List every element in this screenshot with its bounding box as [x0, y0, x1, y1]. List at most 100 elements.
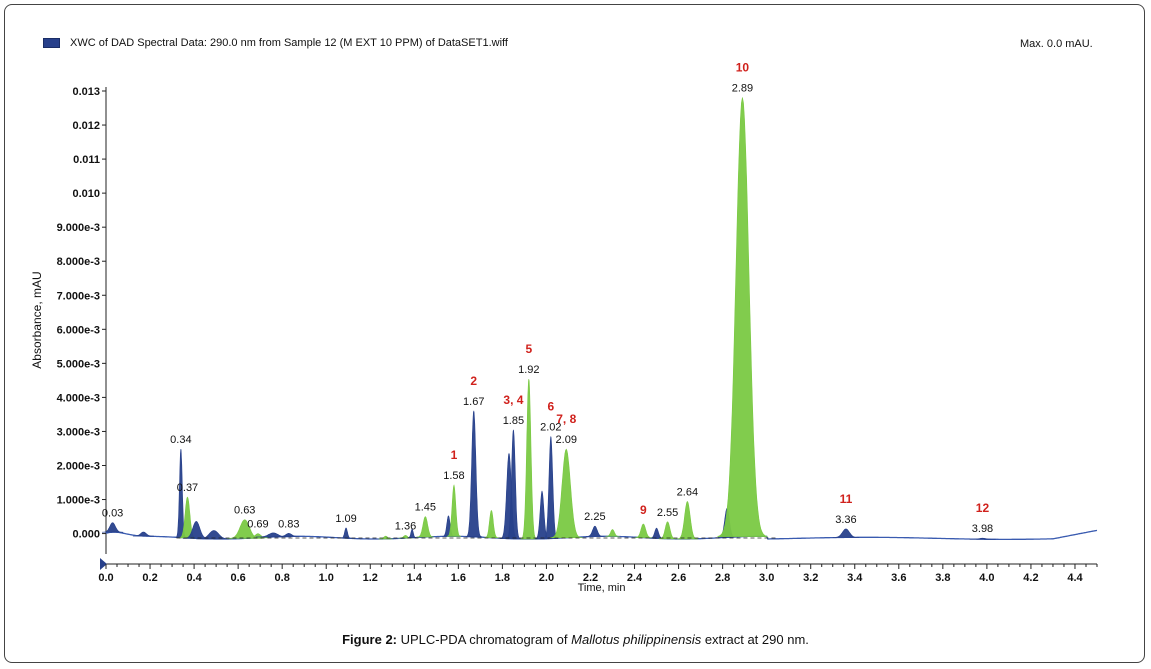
chromatogram-peak [196, 530, 232, 540]
chromatogram-peak [340, 527, 352, 539]
x-tick-label: 0.8 [275, 572, 290, 584]
peak-number-label: 2 [470, 374, 477, 388]
chromatogram-peak [465, 410, 482, 538]
chromatogram-peak [407, 528, 417, 538]
y-tick-label: 5.000e-3 [57, 358, 100, 370]
peak-number-label: 11 [840, 492, 853, 506]
x-tick-label: 4.2 [1023, 572, 1038, 584]
y-tick-label: 2.000e-3 [57, 460, 100, 472]
peak-retention-label: 0.69 [247, 519, 268, 531]
figure-frame [4, 4, 1145, 663]
y-tick-label: 0.000 [72, 529, 100, 541]
x-tick-label: 2.6 [671, 572, 686, 584]
caption-text-after: extract at 290 nm. [701, 632, 809, 647]
peak-number-label: 9 [640, 503, 647, 517]
chromatogram-peak [586, 525, 604, 537]
peak-retention-label: 0.34 [170, 434, 191, 446]
peak-number-label: 6 [548, 399, 555, 413]
peak-number-label: 1 [451, 448, 458, 462]
chromatogram-peak [520, 378, 538, 540]
x-tick-label: 2.2 [583, 572, 598, 584]
chromatogram-peak [102, 522, 124, 533]
y-tick-label: 0.012 [72, 120, 100, 132]
peak-number-label: 3, 4 [503, 393, 523, 407]
chromatogram-peak [484, 510, 499, 538]
chromatogram-peak [832, 528, 860, 538]
chromatogram-peak [649, 527, 664, 539]
chromatogram-peak [278, 532, 300, 537]
chromatogram-peak [416, 516, 435, 538]
chromatogram-peak [676, 501, 699, 540]
x-tick-label: 0.0 [98, 572, 113, 584]
legend-swatch [43, 38, 60, 48]
figure-caption: Figure 2: UPLC-PDA chromatogram of Mallo… [0, 632, 1151, 647]
x-tick-label: 3.0 [759, 572, 774, 584]
peak-retention-label: 2.64 [677, 487, 698, 499]
x-tick-label: 4.0 [979, 572, 994, 584]
chromatogram-peak [506, 429, 521, 540]
x-tick-label: 2.0 [539, 572, 554, 584]
peak-retention-label: 1.92 [518, 364, 539, 376]
x-tick-label: 3.4 [847, 572, 863, 584]
y-tick-label: 4.000e-3 [57, 392, 100, 404]
y-tick-label: 7.000e-3 [57, 290, 100, 302]
x-axis-label: Time, min [577, 582, 626, 594]
chromatogram-peak [543, 436, 559, 539]
y-tick-label: 1.000e-3 [57, 495, 100, 507]
max-intensity-label: Max. 0.0 mAU. [1020, 38, 1093, 50]
y-tick-label: 0.013 [72, 86, 100, 98]
chromatogram-peak [717, 97, 768, 537]
y-tick-label: 0.011 [73, 154, 100, 166]
peak-retention-label: 1.67 [463, 396, 484, 408]
peak-retention-label: 0.63 [234, 505, 255, 517]
x-tick-label: 0.4 [186, 572, 202, 584]
caption-species: Mallotus philippinensis [571, 632, 702, 647]
chromatogram-peak [378, 535, 393, 540]
peak-number-label: 10 [736, 60, 750, 74]
peak-retention-label: 2.09 [556, 434, 577, 446]
x-origin-marker [100, 558, 107, 570]
caption-prefix: Figure 2: [342, 632, 398, 647]
x-tick-label: 4.4 [1067, 572, 1083, 584]
x-tick-label: 2.8 [715, 572, 730, 584]
x-tick-label: 1.0 [319, 572, 334, 584]
peak-number-label: 7, 8 [556, 412, 576, 426]
peak-retention-label: 3.36 [835, 514, 856, 526]
x-tick-label: 0.2 [142, 572, 157, 584]
peak-retention-label: 1.58 [443, 470, 464, 482]
x-tick-label: 1.6 [451, 572, 466, 584]
x-tick-label: 1.2 [363, 572, 378, 584]
x-tick-label: 0.6 [230, 572, 245, 584]
peak-retention-label: 2.55 [657, 507, 678, 519]
legend-text: XWC of DAD Spectral Data: 290.0 nm from … [70, 37, 508, 49]
x-tick-label: 3.6 [891, 572, 906, 584]
x-tick-label: 3.8 [935, 572, 950, 584]
peak-retention-label: 0.37 [177, 482, 198, 494]
chromatogram-peak [550, 448, 583, 538]
y-tick-label: 0.010 [72, 188, 100, 200]
chromatogram-peak [446, 484, 462, 537]
peak-number-label: 12 [976, 501, 990, 515]
chromatogram-peak [658, 521, 677, 540]
chromatogram-peak [247, 533, 269, 539]
chromatogram-peak [255, 532, 291, 538]
chart-legend: XWC of DAD Spectral Data: 290.0 nm from … [43, 37, 508, 49]
peak-retention-label: 3.98 [972, 523, 993, 535]
y-tick-label: 9.000e-3 [57, 222, 100, 234]
peak-retention-label: 1.09 [335, 513, 356, 525]
y-tick-label: 8.000e-3 [57, 256, 100, 268]
peak-retention-label: 1.45 [415, 502, 436, 514]
peak-retention-label: 2.25 [584, 511, 605, 523]
chromatogram-peak [132, 531, 154, 537]
caption-text-before: UPLC-PDA chromatogram of [397, 632, 572, 647]
x-tick-label: 1.4 [407, 572, 423, 584]
x-tick-label: 1.8 [495, 572, 510, 584]
y-tick-label: 6.000e-3 [57, 324, 100, 336]
peak-retention-label: 1.85 [503, 415, 524, 427]
chromatogram-peak [969, 537, 996, 540]
x-tick-label: 2.4 [627, 572, 643, 584]
peak-retention-label: 0.03 [102, 508, 123, 520]
y-tick-label: 3.000e-3 [57, 426, 100, 438]
peak-retention-label: 2.02 [540, 421, 561, 433]
